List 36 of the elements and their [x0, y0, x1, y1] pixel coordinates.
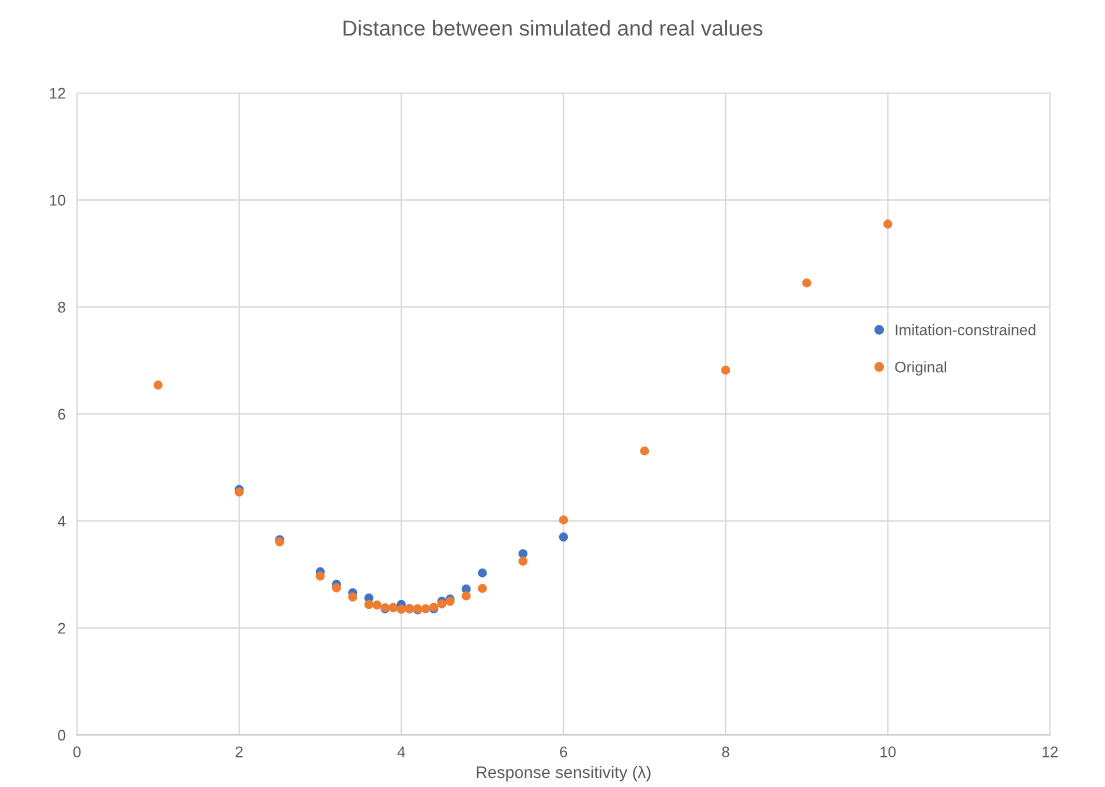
y-tick-label: 6: [58, 408, 66, 420]
point: [315, 571, 325, 581]
x-tick-label: 2: [235, 746, 243, 758]
point: [477, 568, 487, 578]
point: [348, 592, 358, 602]
x-tick-label: 8: [722, 746, 730, 758]
y-tick-label: 8: [58, 301, 66, 313]
y-tick-label: 0: [57, 729, 66, 741]
point: [461, 591, 471, 601]
point: [518, 556, 528, 566]
point: [396, 604, 406, 614]
point: [421, 604, 431, 614]
legend-label: Original: [895, 361, 947, 376]
point: [559, 515, 568, 525]
x-tick-label: 12: [1042, 746, 1058, 758]
y-tick-label: 10: [50, 194, 66, 206]
legend-label: Imitation-constrained: [895, 324, 1036, 336]
chart-title: Distance between simulated and real values: [343, 19, 763, 36]
x-axis-title: Response sensitivity (λ): [476, 765, 651, 782]
point: [802, 278, 812, 288]
y-tick-label: 2: [58, 622, 66, 634]
point: [364, 599, 374, 609]
point: [153, 380, 163, 390]
x-tick-label: 10: [880, 746, 896, 758]
point: [883, 219, 893, 229]
point: [477, 583, 487, 593]
point: [640, 446, 650, 456]
point: [372, 600, 382, 610]
y-tick-label: 4: [57, 516, 66, 527]
point: [331, 583, 341, 593]
point: [721, 365, 731, 375]
y-tick-label: 12: [50, 87, 66, 99]
x-tick-label: 4: [397, 746, 406, 758]
x-tick-label: 6: [560, 746, 568, 758]
x-tick-label: 0: [73, 746, 81, 758]
point: [559, 532, 568, 542]
